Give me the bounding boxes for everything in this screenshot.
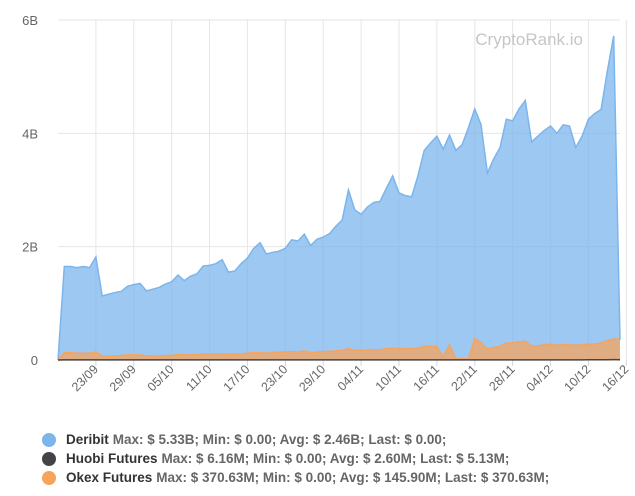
x-tick-label: 28/11 — [486, 362, 517, 393]
y-tick-label: 2B — [22, 240, 38, 255]
series-line-deribit — [57, 35, 621, 361]
legend-series-name: Huobi Futures — [66, 451, 158, 466]
legend-series-name: Okex Futures — [66, 470, 153, 485]
x-tick-label: 05/10 — [145, 362, 177, 394]
watermark-text: CryptoRank.io — [475, 30, 583, 49]
y-tick-label: 4B — [22, 126, 38, 141]
x-tick-label: 16/12 — [599, 362, 631, 394]
x-tick-label: 04/12 — [524, 362, 556, 394]
legend-series-name: Deribit — [66, 432, 109, 447]
legend-item-okex-futures[interactable]: Okex Futures Max: $ 370.63M; Min: $ 0.00… — [42, 468, 632, 487]
legend-marker-icon — [42, 432, 56, 447]
x-tick-label: 10/11 — [373, 362, 404, 393]
x-tick-label: 29/10 — [296, 362, 328, 394]
legend-series-stats: Max: $ 5.33B; Min: $ 0.00; Avg: $ 2.46B;… — [112, 432, 447, 447]
x-tick-label: 23/10 — [258, 362, 290, 394]
x-tick-label: 11/10 — [183, 362, 214, 393]
legend-series-stats: Max: $ 370.63M; Min: $ 0.00; Avg: $ 145.… — [156, 470, 550, 485]
legend-marker-icon — [42, 470, 56, 485]
x-axis-ticks: 23/09 29/09 05/10 11/10 17/10 23/10 29/10 04/11… — [69, 362, 631, 394]
y-tick-label: 6B — [22, 13, 38, 28]
chart-svg: 0 2B 4B 6B 23/09 29/09 05/10 11/10 17/10 23/10 29… — [22, 13, 631, 394]
y-tick-label: 0 — [31, 353, 38, 368]
legend-marker-icon — [42, 451, 56, 466]
area-fill-deribit — [58, 35, 620, 361]
legend-item-deribit[interactable]: Deribit Max: $ 5.33B; Min: $ 0.00; Avg: … — [42, 430, 632, 449]
x-tick-label: 17/10 — [221, 362, 253, 394]
x-tick-label: 29/09 — [107, 362, 139, 394]
x-tick-label: 23/09 — [69, 362, 101, 394]
x-tick-label: 04/11 — [335, 362, 366, 393]
legend-item-huobi-futures[interactable]: Huobi Futures Max: $ 6.16M; Min: $ 0.00;… — [42, 449, 632, 468]
chart-areas — [57, 35, 621, 361]
y-axis-ticks: 0 2B 4B 6B — [22, 13, 38, 368]
x-tick-label: 22/11 — [449, 362, 480, 393]
chart-legend: Deribit Max: $ 5.33B; Min: $ 0.00; Avg: … — [42, 430, 632, 487]
series-line-okex-futures — [57, 337, 620, 361]
x-tick-label: 10/12 — [562, 362, 594, 394]
legend-series-stats: Max: $ 6.16M; Min: $ 0.00; Avg: $ 2.60M;… — [161, 451, 510, 466]
x-tick-label: 16/11 — [411, 362, 442, 393]
